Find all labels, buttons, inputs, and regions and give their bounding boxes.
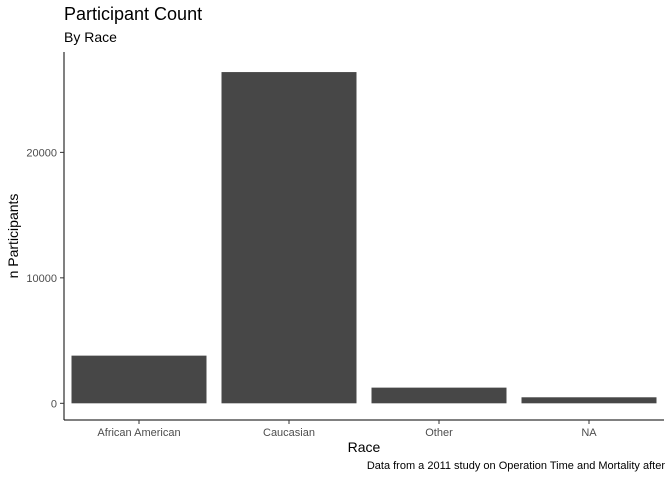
bar-caucasian [221, 72, 357, 404]
chart-caption: Data from a 2011 study on Operation Time… [366, 460, 665, 472]
chart-title: Participant Count [64, 4, 203, 24]
x-ticks-layer: African American Caucasian Other NA [97, 420, 597, 439]
x-tick-label: NA [581, 427, 597, 439]
bar-african-american [71, 355, 207, 404]
y-axis-title: n Participants [5, 194, 21, 279]
x-tick-label: Caucasian [263, 427, 315, 439]
x-tick-label: Other [425, 427, 453, 439]
chart-subtitle: By Race [64, 29, 117, 45]
y-tick-label: 10000 [26, 273, 57, 285]
y-tick-label: 20000 [26, 147, 57, 159]
y-tick-label: 0 [51, 398, 57, 410]
bars-layer [71, 72, 657, 404]
y-ticks-layer: 0 10000 20000 [26, 147, 64, 410]
x-tick-label: African American [97, 427, 180, 439]
bar-na [521, 397, 657, 404]
x-axis-title: Race [348, 439, 381, 455]
bar-other [371, 387, 507, 404]
